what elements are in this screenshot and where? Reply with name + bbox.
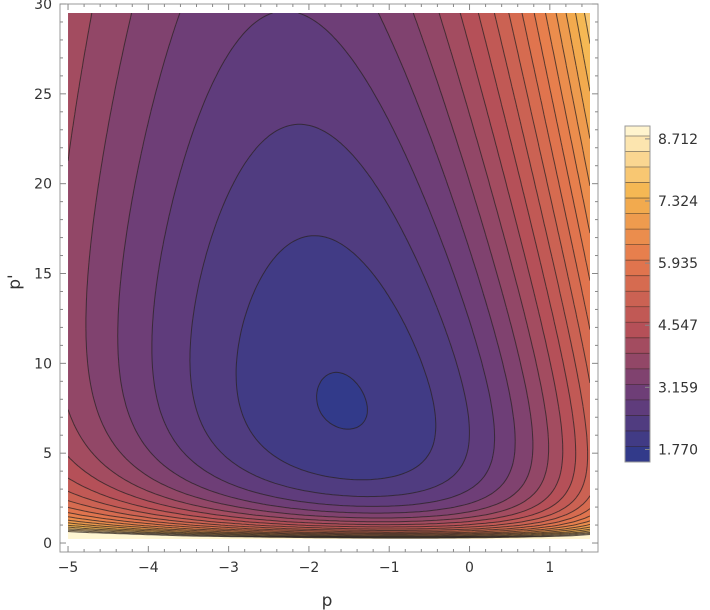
colorbar-band [625, 399, 650, 416]
colorbar-tick-label: 5.935 [658, 256, 698, 272]
contour-line [117, 12, 516, 514]
colorbar-band [625, 198, 650, 215]
contour-line [151, 12, 496, 507]
colorbar-band [625, 229, 650, 246]
x-tick-label: 1 [545, 560, 554, 576]
colorbar-band [625, 446, 650, 463]
contour-line [85, 12, 534, 519]
colorbar-band [625, 135, 650, 152]
contour-line [68, 12, 577, 528]
x-tick-label: −1 [379, 560, 400, 576]
contour-line [68, 12, 589, 530]
colorbar-band [625, 126, 650, 137]
colorbar-band [625, 368, 650, 385]
y-tick-label: 10 [34, 356, 52, 372]
colorbar-band [625, 167, 650, 184]
colorbar-band [625, 353, 650, 370]
contour-line [68, 12, 591, 531]
contour-surface [68, 12, 591, 539]
colorbar-tick-label: 1.770 [658, 442, 698, 458]
colorbar-tick-label: 4.547 [658, 318, 698, 334]
x-tick-label: −5 [58, 560, 79, 576]
y-tick-label: 0 [43, 536, 52, 552]
contour-line [68, 12, 591, 534]
contour-line [68, 12, 591, 536]
colorbar-band [625, 384, 650, 401]
x-tick-label: 0 [465, 560, 474, 576]
colorbar-band [625, 430, 650, 447]
colorbar-band [625, 322, 650, 339]
plot-frame [59, 3, 599, 553]
contour-line [189, 123, 470, 498]
contour-line [68, 12, 591, 537]
contour-line [68, 12, 591, 533]
colorbar-band [625, 415, 650, 432]
y-tick-label: 5 [43, 446, 52, 462]
colorbar-band [625, 275, 650, 292]
colorbar-tick-label: 7.324 [658, 194, 698, 210]
x-tick-label: −4 [138, 560, 159, 576]
colorbar-band [625, 182, 650, 199]
x-axis-label: p [322, 591, 333, 610]
y-tick-label: 25 [34, 87, 52, 103]
contour-line [68, 12, 591, 535]
contour-lines [68, 12, 591, 539]
colorbar-border [624, 125, 651, 463]
colorbar-band [625, 151, 650, 168]
colorbar-band [625, 213, 650, 230]
x-tick-label: −3 [218, 560, 239, 576]
y-axis-label: p' [5, 274, 25, 289]
y-tick-label: 30 [34, 0, 52, 13]
colorbar: 1.770 3.159 4.547 5.935 7.324 8.712 [624, 125, 698, 463]
contour-line [235, 235, 437, 481]
x-tick-label: −2 [299, 560, 320, 576]
colorbar-band [625, 306, 650, 323]
colorbar-band [625, 244, 650, 261]
colorbar-band [625, 337, 650, 354]
y-tick-label: 20 [34, 177, 52, 193]
contour-line [316, 371, 368, 430]
plot-border [59, 3, 599, 553]
contour-line [68, 531, 591, 539]
contour-line [68, 12, 564, 526]
colorbar-band [625, 260, 650, 277]
y-tick-label: 15 [34, 267, 52, 283]
colorbar-tick-label: 8.712 [658, 132, 698, 148]
colorbar-band [625, 291, 650, 308]
colorbar-tick-label: 3.159 [658, 380, 698, 396]
contour-line [68, 12, 550, 523]
